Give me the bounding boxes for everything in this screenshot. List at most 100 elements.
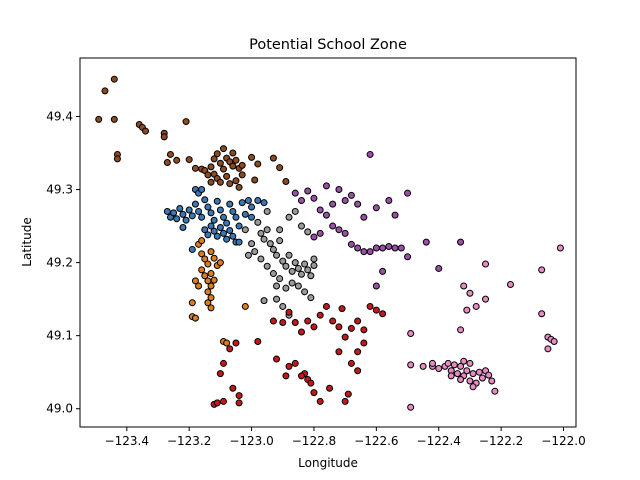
data-point xyxy=(360,248,368,256)
data-point xyxy=(220,229,227,237)
data-point xyxy=(182,118,190,126)
data-point xyxy=(254,218,262,226)
data-point xyxy=(475,368,483,376)
data-point xyxy=(316,229,324,237)
data-point xyxy=(485,371,493,379)
data-point xyxy=(322,211,330,219)
data-point xyxy=(285,308,293,316)
y-tick-label: 49.0 xyxy=(46,402,73,416)
data-point xyxy=(273,251,281,259)
chart-title: Potential School Zone xyxy=(249,37,407,53)
data-point xyxy=(310,262,318,270)
data-point xyxy=(113,155,121,163)
data-point xyxy=(360,339,368,347)
data-point xyxy=(372,204,380,212)
data-point xyxy=(232,213,240,221)
data-point xyxy=(391,211,399,219)
data-point xyxy=(276,164,284,172)
x-tick-label: −122.6 xyxy=(354,434,398,448)
data-point xyxy=(191,314,199,322)
data-point xyxy=(338,305,346,313)
data-point xyxy=(307,294,315,302)
data-point xyxy=(198,266,206,274)
data-point xyxy=(207,209,215,217)
data-point xyxy=(232,339,240,347)
data-point xyxy=(173,215,181,223)
data-point xyxy=(210,227,218,235)
x-tick-label: −123.2 xyxy=(167,434,211,448)
data-point xyxy=(291,359,299,367)
data-point xyxy=(207,282,215,290)
data-point xyxy=(466,377,474,385)
data-point xyxy=(457,376,465,383)
data-point xyxy=(282,262,290,270)
data-point xyxy=(263,262,271,270)
data-point xyxy=(310,389,318,397)
data-point xyxy=(341,333,349,341)
data-point xyxy=(347,240,355,248)
data-point xyxy=(276,226,284,234)
data-point xyxy=(220,359,227,367)
x-tick-label: −123.0 xyxy=(229,434,273,448)
data-point xyxy=(201,196,209,204)
data-point xyxy=(288,267,296,275)
data-point xyxy=(260,297,268,305)
data-point xyxy=(366,302,374,310)
data-point xyxy=(482,295,490,303)
data-point xyxy=(466,359,474,367)
data-point xyxy=(372,306,380,314)
data-point xyxy=(191,200,199,208)
data-point xyxy=(469,383,477,391)
data-point xyxy=(341,196,349,204)
data-point xyxy=(407,329,415,337)
data-point xyxy=(307,272,315,280)
data-point xyxy=(269,270,277,278)
x-tick-label: −122.4 xyxy=(417,434,461,448)
data-point xyxy=(291,319,299,327)
data-point xyxy=(282,284,290,292)
data-point xyxy=(220,145,227,153)
data-point xyxy=(166,150,174,158)
data-point xyxy=(310,194,318,202)
data-point xyxy=(266,240,274,248)
data-point xyxy=(213,150,221,158)
data-point xyxy=(201,272,209,280)
data-point xyxy=(463,306,471,314)
data-point xyxy=(223,219,231,227)
data-point xyxy=(335,186,343,194)
data-point xyxy=(297,372,305,380)
data-point xyxy=(419,362,427,370)
data-point xyxy=(297,270,305,278)
data-point xyxy=(216,206,224,214)
data-point xyxy=(260,199,268,207)
data-point xyxy=(463,367,471,375)
data-point xyxy=(335,323,343,331)
data-point xyxy=(257,229,265,237)
data-point xyxy=(310,255,318,263)
data-point xyxy=(220,213,227,221)
data-point xyxy=(379,310,387,318)
data-point xyxy=(538,310,546,318)
data-point xyxy=(198,237,206,245)
x-axis-label: Longitude xyxy=(298,456,358,470)
data-point xyxy=(226,226,234,234)
data-point xyxy=(269,317,277,325)
data-point xyxy=(223,172,231,180)
data-point xyxy=(354,367,362,375)
data-point xyxy=(229,207,237,215)
y-tick-label: 49.1 xyxy=(46,329,73,343)
data-point xyxy=(201,255,209,263)
data-point xyxy=(110,115,118,123)
data-point xyxy=(460,357,468,365)
data-point xyxy=(291,207,299,215)
plot-frame xyxy=(79,57,577,428)
data-point xyxy=(385,196,393,204)
data-point xyxy=(182,216,190,224)
data-point xyxy=(341,397,349,405)
data-point xyxy=(538,266,546,274)
data-point xyxy=(307,379,315,387)
data-point xyxy=(282,177,290,185)
data-point xyxy=(294,264,302,272)
data-point xyxy=(216,259,224,267)
